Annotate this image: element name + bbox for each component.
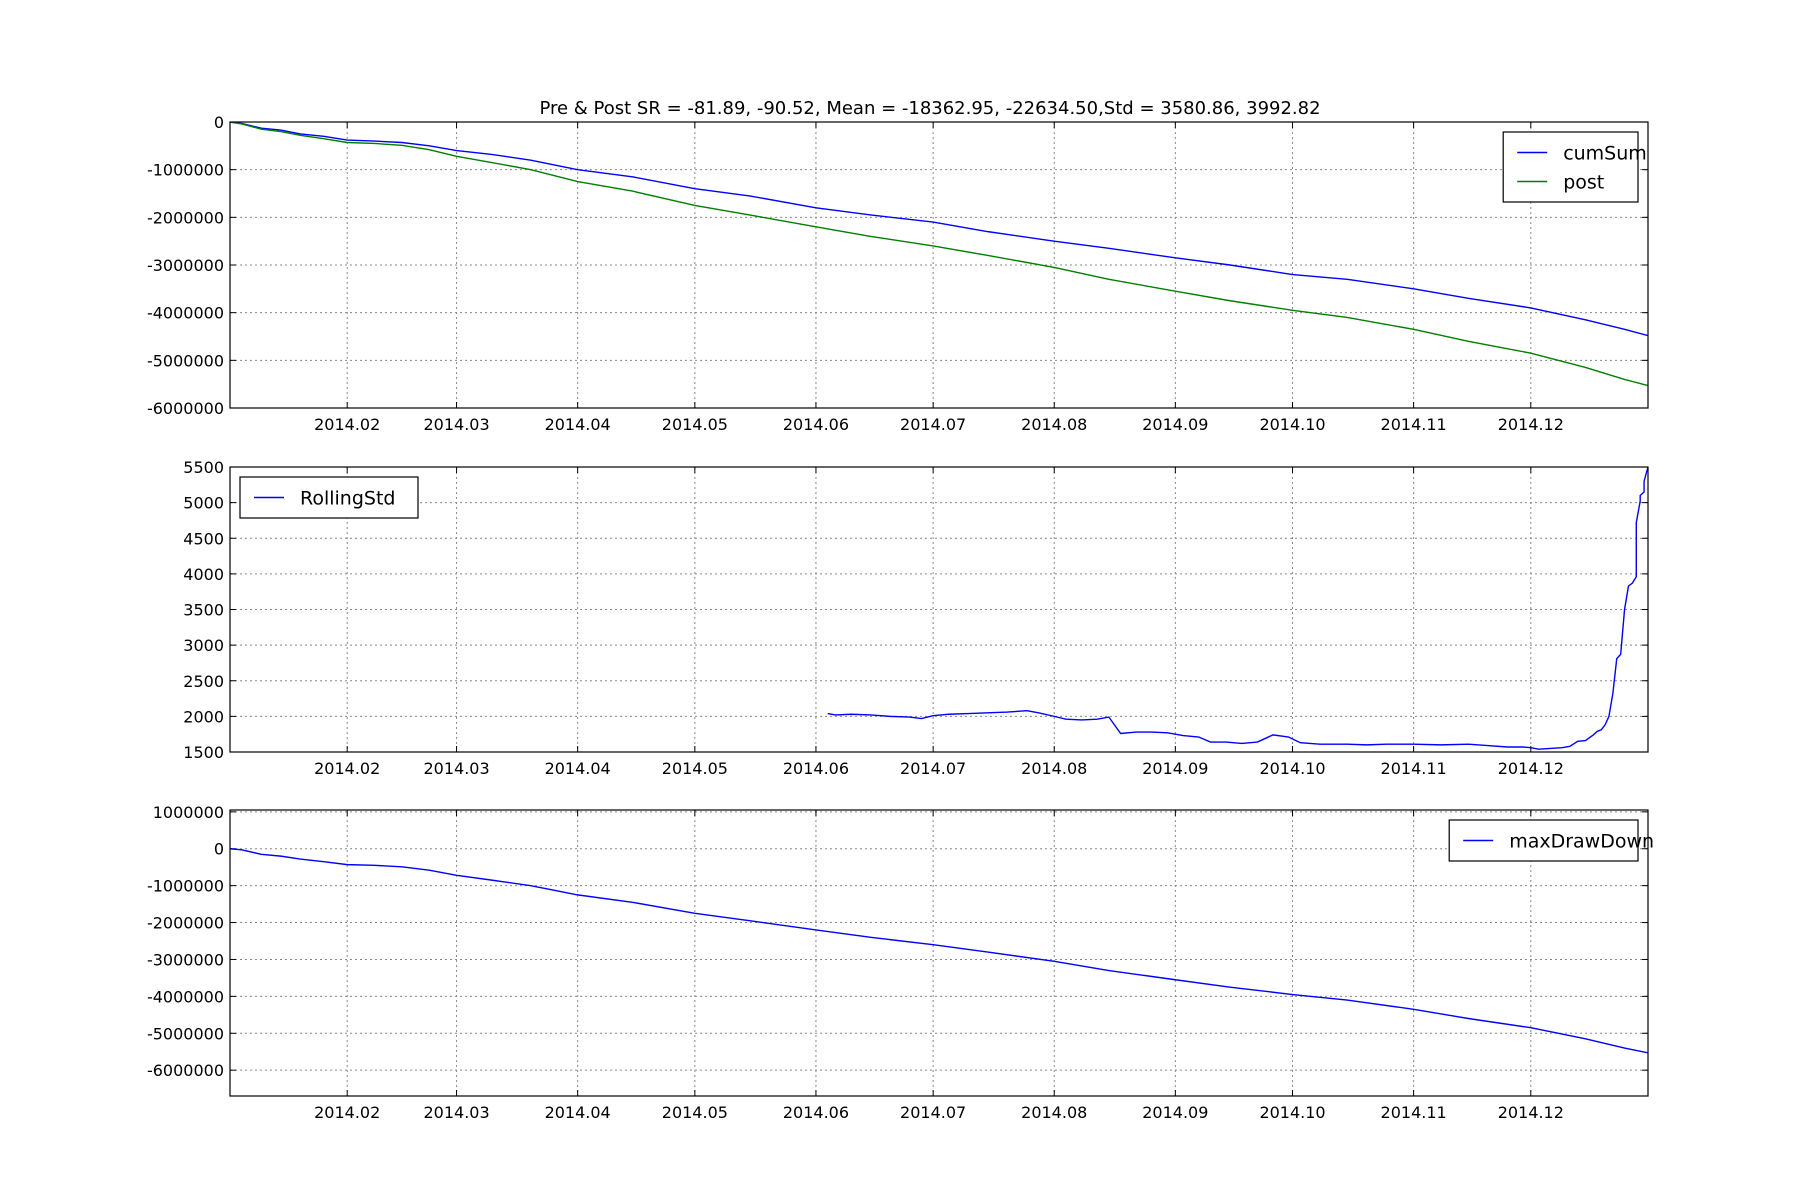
y-tick-label: -1000000: [147, 161, 224, 180]
series-line-maxdrawdown: [230, 848, 1648, 1054]
x-tick-label: 2014.12: [1498, 1103, 1564, 1122]
y-tick-label: -6000000: [147, 399, 224, 418]
legend-label-maxdrawdown: maxDrawDown: [1509, 831, 1654, 853]
x-tick-label: 2014.11: [1381, 1103, 1447, 1122]
x-tick-label: 2014.10: [1259, 1103, 1325, 1122]
y-tick-label: 1500: [183, 743, 224, 762]
x-tick-label: 2014.07: [900, 415, 966, 434]
axes-frame: [229, 121, 1649, 409]
y-tick-label: 4500: [183, 529, 224, 548]
axes-frame: [229, 466, 1649, 753]
x-tick-label: 2014.03: [423, 1103, 489, 1122]
x-tick-label: 2014.06: [783, 415, 849, 434]
y-tick-label: 5000: [183, 494, 224, 513]
y-tick-label: -4000000: [147, 304, 224, 323]
x-tick-label: 2014.04: [545, 415, 611, 434]
legend-box: [1502, 131, 1639, 203]
y-tick-label: 3500: [183, 601, 224, 620]
x-tick-label: 2014.10: [1259, 759, 1325, 778]
y-tick-label: -3000000: [147, 256, 224, 275]
y-tick-label: 4000: [183, 565, 224, 584]
x-tick-label: 2014.11: [1381, 415, 1447, 434]
legend-label-rollingstd: RollingStd: [300, 488, 395, 510]
y-tick-label: 0: [214, 113, 224, 132]
legend-label-cumsum: cumSum: [1563, 143, 1647, 165]
subplot-2: 5500 5000 4500 4000 3500 3000 2500 2000 1500 2014…: [183, 458, 1649, 778]
y-tick-label: -2000000: [147, 914, 224, 933]
x-tick-label: 2014.12: [1498, 759, 1564, 778]
y-tick-label: 5500: [183, 458, 224, 477]
x-tick-label: 2014.05: [662, 1103, 728, 1122]
x-tick-label: 2014.08: [1021, 1103, 1087, 1122]
series-line-post: [230, 122, 1648, 387]
x-tick-label: 2014.07: [900, 759, 966, 778]
x-tick-label: 2014.08: [1021, 415, 1087, 434]
y-tick-label: -1000000: [147, 877, 224, 896]
x-tick-label: 2014.08: [1021, 759, 1087, 778]
y-tick-label: 1000000: [153, 803, 224, 822]
x-tick-label: 2014.09: [1142, 759, 1208, 778]
y-tick-label: -6000000: [147, 1061, 224, 1080]
x-tick-label: 2014.04: [545, 1103, 611, 1122]
y-tick-label: 2000: [183, 707, 224, 726]
legend: RollingStd: [239, 476, 419, 519]
x-tick-label: 2014.06: [783, 759, 849, 778]
x-tick-label: 2014.02: [314, 1103, 380, 1122]
y-tick-label: -5000000: [147, 351, 224, 370]
x-tick-label: 2014.04: [545, 759, 611, 778]
legend: maxDrawDown: [1448, 819, 1654, 862]
x-tick-label: 2014.05: [662, 759, 728, 778]
x-tick-label: 2014.12: [1498, 415, 1564, 434]
subplot-3: 1000000 0 -1000000 -2000000 -3000000 -4000000…: [147, 803, 1654, 1122]
y-tick-label: -3000000: [147, 950, 224, 969]
legend: cumSum post: [1502, 131, 1647, 203]
y-tick-label: -5000000: [147, 1024, 224, 1043]
series-line-cumsum: [230, 122, 1648, 337]
x-tick-label: 2014.10: [1259, 415, 1325, 434]
y-tick-label: -2000000: [147, 208, 224, 227]
axes-frame: [229, 809, 1649, 1097]
legend-label-post: post: [1563, 172, 1604, 194]
y-tick-label: 3000: [183, 636, 224, 655]
x-tick-label: 2014.07: [900, 1103, 966, 1122]
x-tick-label: 2014.05: [662, 415, 728, 434]
x-tick-label: 2014.09: [1142, 1103, 1208, 1122]
series-line-rollingstd: [827, 467, 1648, 750]
y-tick-label: 0: [214, 840, 224, 859]
x-tick-label: 2014.02: [314, 759, 380, 778]
x-tick-label: 2014.03: [423, 759, 489, 778]
x-tick-label: 2014.02: [314, 415, 380, 434]
x-tick-label: 2014.03: [423, 415, 489, 434]
x-tick-label: 2014.09: [1142, 415, 1208, 434]
figure-title: Pre & Post SR = -81.89, -90.52, Mean = -…: [539, 98, 1320, 119]
subplot-1: 0 -1000000 -2000000 -3000000 -4000000 -500000…: [147, 113, 1649, 434]
y-tick-label: -4000000: [147, 987, 224, 1006]
x-tick-label: 2014.11: [1381, 759, 1447, 778]
subplots-container: 0 -1000000 -2000000 -3000000 -4000000 -500000…: [147, 113, 1654, 1122]
x-tick-label: 2014.06: [783, 1103, 849, 1122]
y-tick-label: 2500: [183, 672, 224, 691]
